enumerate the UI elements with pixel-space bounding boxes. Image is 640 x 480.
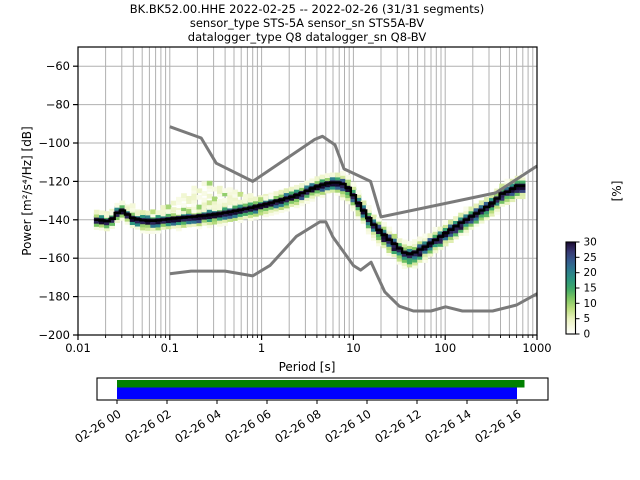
colorbar-tick-label: 25 [584,252,597,264]
y-tick-label: −60 [46,59,70,73]
data-coverage-bar [117,380,525,388]
x-tick-label: 0.1 [161,341,179,355]
plot-generated-graphics: 0.01 0.1 1 10 100 1000−60−80−100−120−140−160−… [38,46,597,446]
y-tick-label: −140 [38,213,70,227]
timeline-tick-label: 02-26 08 [272,407,323,446]
y-ticks: −60 −80 −100 −120 −140 −160 −180 −200 [38,59,78,342]
y-tick-label: −80 [46,98,70,112]
timeline-tick-label: 02-26 14 [422,407,473,446]
y-axis-label: Power [m²/s⁴/Hz] [dB] [20,126,34,255]
timeline-tick-label: 02-26 10 [322,407,373,446]
x-axis-label: Period [s] [279,360,336,374]
title-line-1: BK.BK52.00.HHE 2022-02-25 -- 2022-02-26 … [130,2,484,16]
colorbar-tick-label: 10 [584,298,597,310]
colorbar-tick-label: 5 [584,313,591,325]
x-tick-label: 0.01 [65,341,91,355]
nhnm-curve [169,125,538,219]
timeline-tick-label: 02-26 04 [172,407,223,446]
psd-coverage-bar [117,387,517,399]
y-tick-label: −180 [38,290,70,304]
x-tick-label: 10 [346,341,361,355]
x-tick-label: 1 [258,341,265,355]
noise-model-curves [169,125,538,313]
timeline-tick-label: 02-26 12 [372,407,423,446]
nlnm-curve [169,220,538,313]
plot-frame [77,46,538,336]
x-ticks: 0.01 0.1 1 10 100 1000 [65,335,552,355]
timeline-tick-label: 02-26 00 [72,407,123,446]
psd-mode-line [94,181,526,256]
timeline-tick-label: 02-26 16 [472,407,523,446]
timeline-tick-label: 02-26 06 [222,407,273,446]
title-line-2: sensor_type STS-5A sensor_sn STS5A-BV [190,16,424,30]
x-tick-label: 1000 [522,341,551,355]
title-line-3: datalogger_type Q8 datalogger_sn Q8-BV [188,30,427,44]
y-tick-label: −200 [38,328,70,342]
colorbar: 30 25 20 15 10 5 0 [565,237,597,341]
y-tick-label: −120 [38,174,70,188]
timeline-tick-label: 02-26 02 [122,407,173,446]
colorbar-tick-label: 0 [584,329,591,341]
x-tick-label: 100 [434,341,456,355]
colorbar-tick-label: 15 [584,283,597,295]
y-tick-label: −100 [38,136,70,150]
colorbar-tick-label: 30 [584,237,597,249]
y-tick-label: −160 [38,251,70,265]
colorbar-label: [%] [610,181,624,202]
colorbar-tick-label: 20 [584,267,597,279]
ppsd-histogram [93,171,526,269]
